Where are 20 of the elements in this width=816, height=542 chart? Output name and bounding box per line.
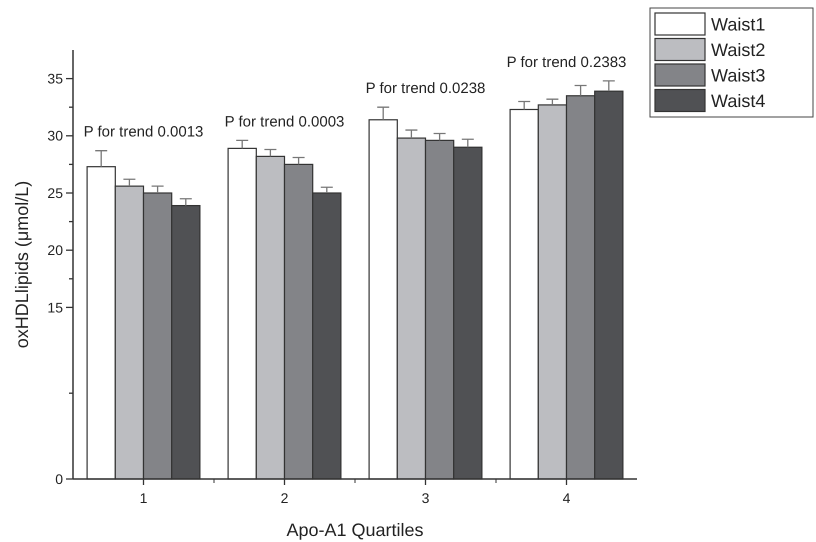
y-tick-label: 35 — [47, 70, 64, 86]
annotation: P for trend 0.0003 — [224, 113, 344, 130]
y-tick-label: 0 — [55, 470, 64, 487]
annotation: P for trend 0.0238 — [366, 80, 486, 98]
x-tick-label: 2 — [280, 490, 289, 506]
annotation: P for trend 0.2383 — [506, 54, 626, 71]
y-tick-label: 30 — [47, 128, 64, 144]
annotation: P for trend 0.0013 — [84, 124, 204, 141]
x-tick-label: 1 — [140, 490, 148, 506]
y-tick-label: 15 — [47, 299, 64, 316]
y-tick-label: 20 — [47, 242, 64, 258]
y-tick-label: 25 — [47, 184, 64, 201]
x-tick-label: 3 — [422, 490, 430, 506]
y-axis-title: oxHDLlipids (μmol/L) — [12, 180, 32, 348]
legend-label: Waist3 — [711, 65, 766, 86]
legend-label: Waist4 — [711, 90, 766, 111]
x-axis-title: Apo-A1 Quartiles — [286, 520, 424, 540]
legend-label: Waist1 — [711, 14, 766, 34]
x-tick-label: 4 — [562, 490, 571, 506]
legend-label: Waist2 — [711, 40, 766, 60]
